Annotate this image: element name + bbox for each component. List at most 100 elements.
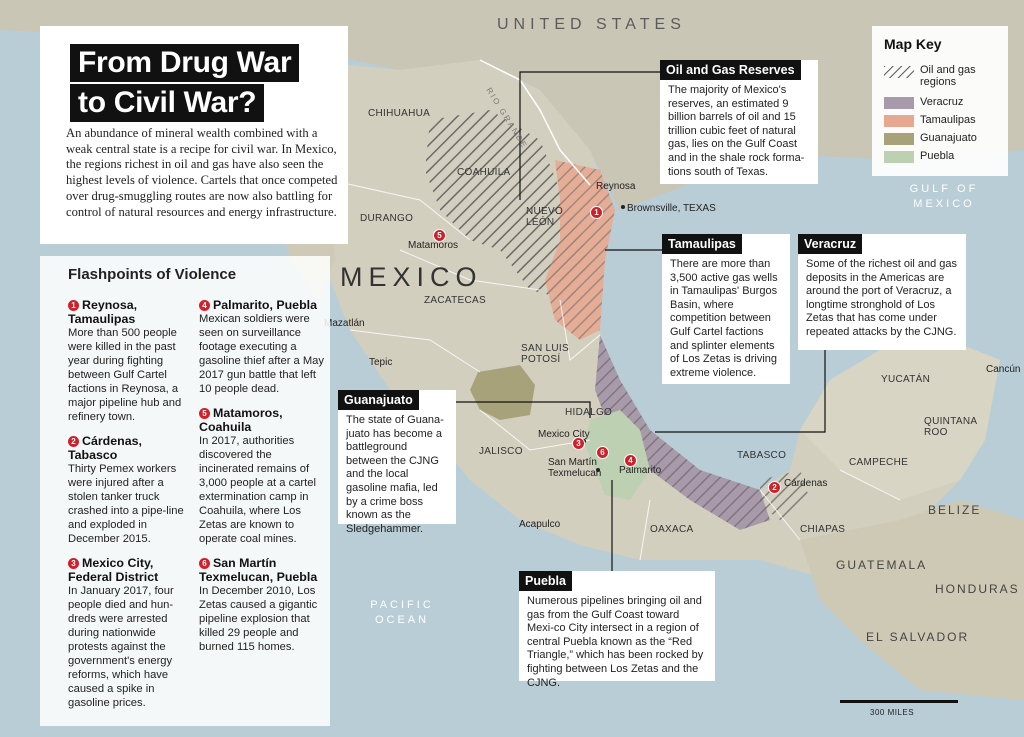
label-leon: LEÓN bbox=[526, 217, 555, 228]
marker-1[interactable]: 1 bbox=[590, 206, 603, 219]
label-united-states: UNITED STATES bbox=[497, 16, 686, 33]
label-slp-line2: POTOSÍ bbox=[521, 354, 561, 365]
swatch-icon bbox=[884, 97, 914, 109]
flashpoint-title: Mexico City, Federal District bbox=[68, 556, 159, 584]
label-qr-line1: QUINTANA bbox=[924, 416, 978, 427]
marker-3[interactable]: 3 bbox=[572, 437, 585, 450]
label-chiapas: CHIAPAS bbox=[800, 524, 846, 535]
flashpoint-title: Matamoros, Coahuila bbox=[199, 406, 283, 434]
flashpoint-item: 4 Palmarito, Puebla Mexican soldiers were… bbox=[199, 298, 325, 396]
callout-guanajuato-body: The state of Guana-juato has become a ba… bbox=[346, 414, 444, 535]
label-reynosa: Reynosa bbox=[596, 181, 636, 192]
flashpoint-body: More than 500 people were killed in the … bbox=[68, 327, 182, 423]
label-nuevo-leon: NUEVO LEÓN bbox=[526, 206, 563, 228]
flashpoint-body: In December 2010, Los Zetas caused a gig… bbox=[199, 585, 318, 653]
flashpoint-body: Mexican soldiers were seen on surveillan… bbox=[199, 313, 324, 395]
label-durango: DURANGO bbox=[360, 213, 414, 224]
label-pacific-line1: PACIFIC bbox=[370, 599, 434, 611]
label-cancun: Cancún bbox=[986, 364, 1021, 375]
label-palmarito: Palmarito bbox=[619, 465, 662, 476]
label-oaxaca: OAXACA bbox=[650, 524, 694, 535]
key-label: Puebla bbox=[920, 150, 955, 162]
label-san-luis-potosi: SAN LUIS POTOSÍ bbox=[521, 343, 569, 365]
flashpoint-title: Reynosa, Tamaulipas bbox=[68, 298, 138, 326]
marker-4[interactable]: 4 bbox=[624, 454, 637, 467]
label-mexico-city: Mexico City bbox=[538, 429, 590, 440]
flashpoint-title: Cárdenas, Tabasco bbox=[68, 434, 142, 462]
label-chihuahua: CHIHUAHUA bbox=[368, 108, 431, 119]
label-belize: BELIZE bbox=[928, 503, 982, 517]
flashpoint-item: 6 San Martín Texmelucan, Puebla In Decemb… bbox=[199, 556, 325, 654]
callout-guanajuato-title: Guanajuato bbox=[338, 390, 419, 410]
label-mexico: MEXICO bbox=[340, 262, 483, 292]
label-tabasco: TABASCO bbox=[737, 450, 787, 461]
label-el-salvador: EL SALVADOR bbox=[866, 630, 970, 644]
flashpoints-panel: Flashpoints of Violence 1 Reynosa, Tamaul… bbox=[40, 256, 330, 726]
hatch-swatch-icon bbox=[884, 66, 914, 78]
flashpoint-number: 5 bbox=[199, 408, 210, 419]
label-pacific-line2: OCEAN bbox=[374, 614, 430, 626]
label-gulf-of-mexico: GULF OF MEXICO bbox=[884, 182, 1004, 212]
key-label: Guanajuato bbox=[920, 132, 977, 144]
flashpoint-item: 5 Matamoros, Coahuila In 2017, authoritie… bbox=[199, 406, 325, 546]
label-acapulco: Acapulco bbox=[519, 519, 561, 530]
flashpoint-item: 2 Cárdenas, Tabasco Thirty Pemex workers … bbox=[68, 434, 194, 546]
flashpoint-number: 3 bbox=[68, 558, 79, 569]
callout-veracruz-title: Veracruz bbox=[798, 234, 863, 254]
label-san-martin: San Martín Texmelucan bbox=[548, 457, 601, 479]
flashpoint-item: 3 Mexico City, Federal District In Januar… bbox=[68, 556, 194, 710]
callout-puebla-body: Numerous pipelines bringing oil and gas … bbox=[527, 595, 704, 689]
flashpoints-heading: Flashpoints of Violence bbox=[68, 266, 237, 283]
key-item-oil-gas: Oil and gas regions bbox=[884, 64, 1004, 90]
map-key: Map Key Oil and gas regions Veracruz Tam… bbox=[872, 26, 1008, 176]
title-line-2: to Civil War? bbox=[70, 84, 265, 122]
key-label: Veracruz bbox=[920, 96, 964, 108]
title-line-1: From Drug War bbox=[70, 44, 300, 82]
flashpoint-body: Thirty Pemex workers were injured after … bbox=[68, 463, 184, 545]
label-honduras: HONDURAS bbox=[935, 582, 1020, 596]
label-mazatlan: Mazatlán bbox=[324, 318, 365, 329]
label-campeche: CAMPECHE bbox=[849, 457, 909, 468]
callout-puebla: Puebla Numerous pipelines bringing oil a… bbox=[519, 571, 715, 689]
flashpoint-body: In 2017, authorities discovered the inci… bbox=[199, 435, 316, 545]
label-cardenas: Cárdenas bbox=[784, 478, 828, 489]
marker-6[interactable]: 6 bbox=[596, 446, 609, 459]
swatch-icon bbox=[884, 133, 914, 145]
flashpoint-number: 6 bbox=[199, 558, 210, 569]
flashpoints-col-left: 1 Reynosa, Tamaulipas More than 500 peopl… bbox=[68, 298, 194, 720]
flashpoint-number: 2 bbox=[68, 436, 79, 447]
label-guatemala: GUATEMALA bbox=[836, 558, 928, 572]
label-slp-line1: SAN LUIS bbox=[521, 343, 569, 354]
label-tepic: Tepic bbox=[369, 357, 393, 368]
label-jalisco: JALISCO bbox=[479, 446, 523, 457]
swatch-icon bbox=[884, 151, 914, 163]
label-pacific-ocean: PACIFIC OCEAN bbox=[352, 598, 452, 628]
flashpoint-item: 1 Reynosa, Tamaulipas More than 500 peopl… bbox=[68, 298, 194, 424]
flashpoints-col-right: 4 Palmarito, Puebla Mexican soldiers were… bbox=[199, 298, 325, 664]
callout-guanajuato: Guanajuato The state of Guana-juato has … bbox=[338, 390, 456, 535]
label-hidalgo: HIDALGO bbox=[565, 407, 613, 418]
flashpoint-number: 4 bbox=[199, 300, 210, 311]
label-matamoros: Matamoros bbox=[408, 240, 459, 251]
label-gulf-line2: MEXICO bbox=[913, 198, 975, 210]
label-zacatecas: ZACATECAS bbox=[424, 295, 486, 306]
title-block: From Drug War to Civil War? bbox=[70, 44, 300, 122]
intro-text: An abundance of mineral wealth combined … bbox=[66, 126, 338, 219]
callout-puebla-title: Puebla bbox=[519, 571, 572, 591]
key-label: Tamaulipas bbox=[920, 114, 976, 126]
flashpoint-body: In January 2017, four people died and hu… bbox=[68, 585, 174, 709]
callout-oil-gas: Oil and Gas Reserves The majority of Mex… bbox=[660, 60, 818, 184]
label-yucatan: YUCATÁN bbox=[881, 374, 931, 385]
label-quintana-roo: QUINTANA ROO bbox=[924, 416, 977, 438]
label-gulf-line1: GULF OF bbox=[909, 183, 979, 195]
callout-tamaulipas-title: Tamaulipas bbox=[662, 234, 742, 254]
callout-tamaulipas-body: There are more than 3,500 active gas wel… bbox=[670, 258, 778, 379]
scale-bar bbox=[840, 700, 958, 703]
label-san-martin-line1: San Martín bbox=[548, 457, 597, 468]
flashpoint-number: 1 bbox=[68, 300, 79, 311]
swatch-icon bbox=[884, 115, 914, 127]
key-label: Oil and gas regions bbox=[920, 64, 976, 88]
marker-2[interactable]: 2 bbox=[768, 481, 781, 494]
label-qr-line2: ROO bbox=[924, 427, 948, 438]
marker-5[interactable]: 5 bbox=[433, 229, 446, 242]
